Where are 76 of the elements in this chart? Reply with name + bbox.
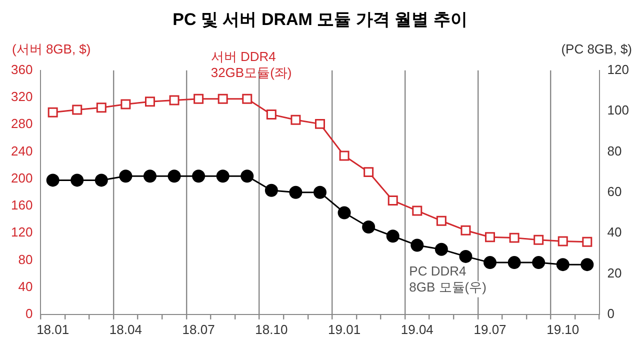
point xyxy=(556,258,570,272)
point xyxy=(338,206,351,220)
point xyxy=(460,225,471,236)
y-tick-label: 40 xyxy=(18,278,33,294)
point xyxy=(339,150,350,161)
series-label: 서버 DDR4 32GB모듈(좌) xyxy=(210,48,292,80)
point xyxy=(266,109,276,120)
x-tick-label: 19.04 xyxy=(400,322,434,337)
point xyxy=(144,96,155,107)
x-tick-label: 18.07 xyxy=(182,322,215,337)
y2-tick-label: 40 xyxy=(607,224,622,240)
point xyxy=(314,186,326,199)
y-tick-label: 240 xyxy=(10,143,33,158)
y2-tick-label: 120 xyxy=(607,62,630,77)
x-tick-label: 19.07 xyxy=(474,322,506,337)
y2-tick-label: 100 xyxy=(607,102,630,118)
point xyxy=(558,236,568,246)
y2-tick-label: 60 xyxy=(607,184,622,199)
point xyxy=(362,220,376,234)
x-tick-label: 18.10 xyxy=(255,322,288,337)
point xyxy=(96,102,106,113)
y-tick-label: 200 xyxy=(10,170,33,186)
point xyxy=(509,232,520,243)
y-tick-label: 80 xyxy=(18,252,33,267)
point xyxy=(168,170,181,183)
point xyxy=(192,170,206,183)
point xyxy=(70,174,84,187)
series-label: PC DDR4 8GB 모듈(우) xyxy=(409,263,486,294)
point xyxy=(119,170,132,183)
point xyxy=(94,174,108,187)
point xyxy=(216,170,230,183)
y2-tick-label: 80 xyxy=(607,143,622,158)
y-tick-label: 280 xyxy=(10,116,33,132)
point xyxy=(485,232,496,242)
y-tick-label: 120 xyxy=(10,224,33,240)
point xyxy=(534,234,544,245)
point xyxy=(240,170,254,183)
point xyxy=(218,94,228,104)
point xyxy=(364,167,374,178)
point xyxy=(459,250,472,263)
point xyxy=(290,114,301,125)
y-tick-label: 360 xyxy=(10,62,33,77)
y2-tick-label: 0 xyxy=(607,306,615,321)
point xyxy=(72,104,82,115)
point xyxy=(289,186,302,199)
y-tick-label: 160 xyxy=(10,198,33,213)
point xyxy=(143,170,156,183)
point xyxy=(264,184,278,197)
y-tick-label: 320 xyxy=(10,89,33,104)
y-axis-title: (서버 8GB, $) xyxy=(12,41,91,56)
chart-title: PC 및 서버 DRAM 모듈 가격 월별 추이 xyxy=(172,10,468,29)
point xyxy=(169,95,180,106)
y-tick-label: 0 xyxy=(25,306,33,321)
point xyxy=(508,256,521,270)
point xyxy=(410,238,424,252)
point xyxy=(46,174,60,187)
point xyxy=(434,242,448,256)
point xyxy=(484,256,497,270)
x-tick-label: 19.01 xyxy=(328,322,361,337)
point xyxy=(412,206,422,216)
point xyxy=(436,216,446,226)
point xyxy=(388,196,398,206)
point xyxy=(580,258,594,272)
x-tick-label: 18.01 xyxy=(36,322,70,337)
point xyxy=(532,256,546,270)
point xyxy=(120,99,131,110)
y2-axis-title: (PC 8GB, $) xyxy=(561,41,632,56)
x-tick-label: 19.10 xyxy=(546,322,580,337)
point xyxy=(242,94,252,104)
point xyxy=(582,236,592,247)
point xyxy=(48,107,58,118)
point xyxy=(194,94,204,104)
x-tick-label: 18.04 xyxy=(109,322,142,337)
point xyxy=(315,118,325,129)
point xyxy=(386,230,400,243)
y2-tick-label: 20 xyxy=(607,265,622,280)
